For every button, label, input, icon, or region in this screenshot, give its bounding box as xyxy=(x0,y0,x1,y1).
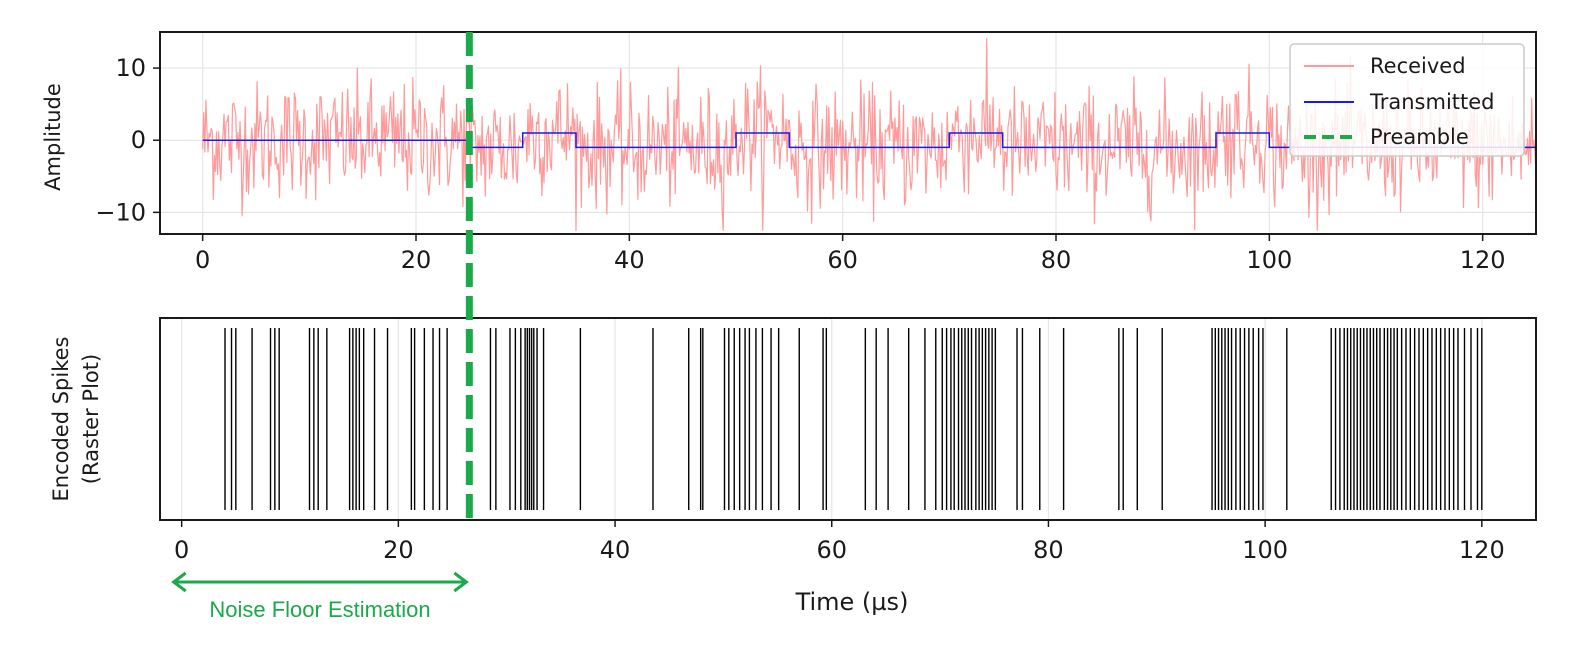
bottom-x-tick-label: 20 xyxy=(383,536,414,564)
noise-floor-label: Noise Floor Estimation xyxy=(209,597,430,622)
top-x-tick-label: 120 xyxy=(1460,246,1506,274)
bottom-y-axis-label-line1: Encoded Spikes xyxy=(49,337,73,502)
bottom-x-tick-label: 120 xyxy=(1459,536,1505,564)
noise-floor-annotation: Noise Floor Estimation xyxy=(171,571,469,622)
bottom-x-tick-label: 80 xyxy=(1033,536,1064,564)
legend: Received Transmitted Preamble xyxy=(1289,43,1525,157)
transmitted-line xyxy=(202,132,1536,149)
top-axes-frame xyxy=(159,31,1537,235)
top-ticks: 0 20 40 60 80 100 120 −10 0 10 xyxy=(95,54,1505,274)
bottom-x-tick-label: 0 xyxy=(174,536,189,564)
legend-label-received: Received xyxy=(1370,54,1466,78)
top-x-tick-label: 100 xyxy=(1246,246,1292,274)
spike-raster xyxy=(224,328,1483,510)
bottom-x-axis-label: Time (µs) xyxy=(795,588,909,616)
arrowhead-right-icon xyxy=(453,571,469,593)
top-x-tick-label: 20 xyxy=(401,246,432,274)
bottom-x-tick-label: 60 xyxy=(816,536,847,564)
transmitted-series xyxy=(202,132,1536,149)
bottom-x-tick-label: 100 xyxy=(1242,536,1288,564)
legend-label-preamble: Preamble xyxy=(1370,125,1469,149)
bottom-y-axis-label-line2: (Raster Plot) xyxy=(79,354,103,484)
legend-label-transmitted: Transmitted xyxy=(1369,90,1495,114)
bottom-x-tick-label: 40 xyxy=(600,536,631,564)
legend-box xyxy=(1289,43,1525,157)
bottom-axes-frame xyxy=(159,317,1537,521)
top-y-axis-label: Amplitude xyxy=(41,83,65,191)
bottom-ticks: 0 20 40 60 80 100 120 xyxy=(174,520,1505,564)
top-y-tick-label: 10 xyxy=(115,54,146,82)
top-y-tick-label: 0 xyxy=(131,126,146,154)
top-x-tick-label: 40 xyxy=(614,246,645,274)
top-x-tick-label: 0 xyxy=(195,246,210,274)
top-x-tick-label: 80 xyxy=(1041,246,1072,274)
top-x-tick-label: 60 xyxy=(827,246,858,274)
top-y-tick-label: −10 xyxy=(95,198,146,226)
arrowhead-left-icon xyxy=(171,571,187,593)
